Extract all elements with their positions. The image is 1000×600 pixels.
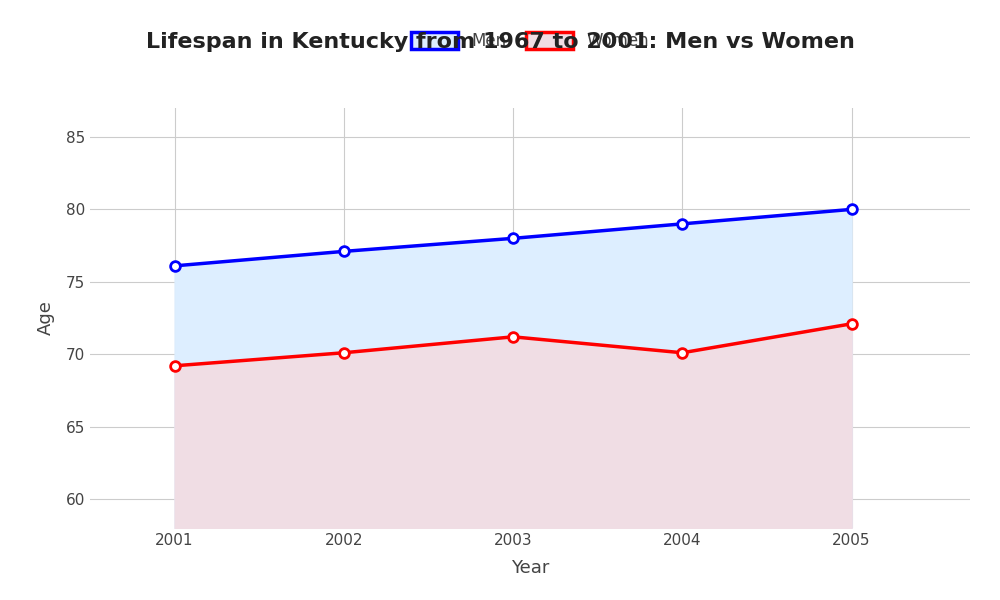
Legend: Men, Women: Men, Women [403,24,657,59]
Text: Lifespan in Kentucky from 1967 to 2001: Men vs Women: Lifespan in Kentucky from 1967 to 2001: … [146,32,854,52]
X-axis label: Year: Year [511,559,549,577]
Y-axis label: Age: Age [37,301,55,335]
